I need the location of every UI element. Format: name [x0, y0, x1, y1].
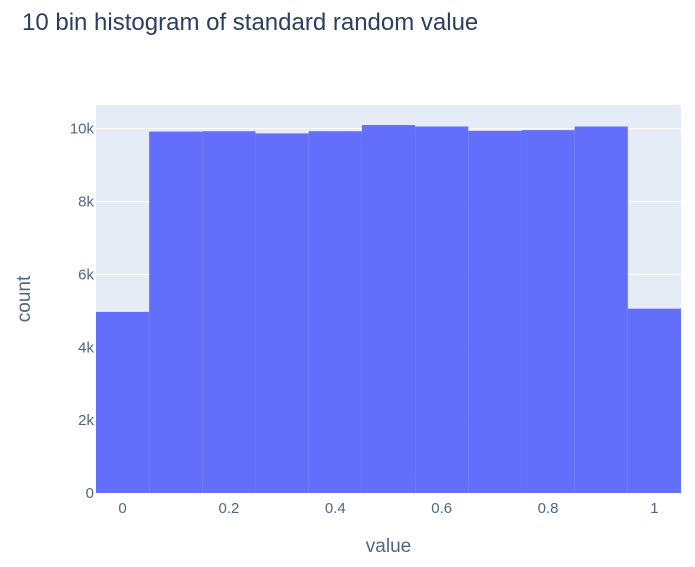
histogram-bar	[255, 133, 309, 493]
y-tick-label: 8k	[78, 194, 94, 211]
x-axis-label: value	[366, 536, 411, 557]
histogram-bar	[627, 308, 681, 493]
y-tick-label: 4k	[78, 339, 94, 356]
x-axis-ticks: 0 0.2 0.4 0.6 0.8 1	[118, 500, 658, 517]
histogram-bar	[96, 311, 150, 493]
histogram-bar	[468, 130, 522, 493]
histogram-bar	[202, 131, 256, 493]
chart-title: 10 bin histogram of standard random valu…	[22, 9, 479, 36]
x-tick-label: 0.6	[431, 500, 452, 517]
histogram-bar	[521, 130, 575, 493]
x-tick-label: 0.4	[325, 500, 346, 517]
histogram-bar	[361, 125, 416, 493]
x-tick-label: 0.2	[219, 500, 240, 517]
x-tick-label: 0.8	[538, 500, 559, 517]
y-tick-label: 6k	[78, 266, 94, 283]
histogram-bar	[149, 131, 203, 493]
bars	[96, 125, 681, 493]
x-tick-label: 0	[118, 500, 126, 517]
x-tick-label: 1	[650, 500, 658, 517]
histogram-bar	[308, 131, 362, 493]
y-axis-label: count	[14, 275, 35, 322]
histogram-bar	[415, 126, 469, 493]
y-tick-label: 2k	[78, 412, 94, 429]
y-axis-ticks: 0 2k 4k 6k 8k 10k	[70, 121, 95, 502]
y-tick-label: 10k	[70, 121, 95, 138]
histogram-bar	[574, 126, 628, 493]
y-tick-label: 0	[86, 485, 94, 502]
